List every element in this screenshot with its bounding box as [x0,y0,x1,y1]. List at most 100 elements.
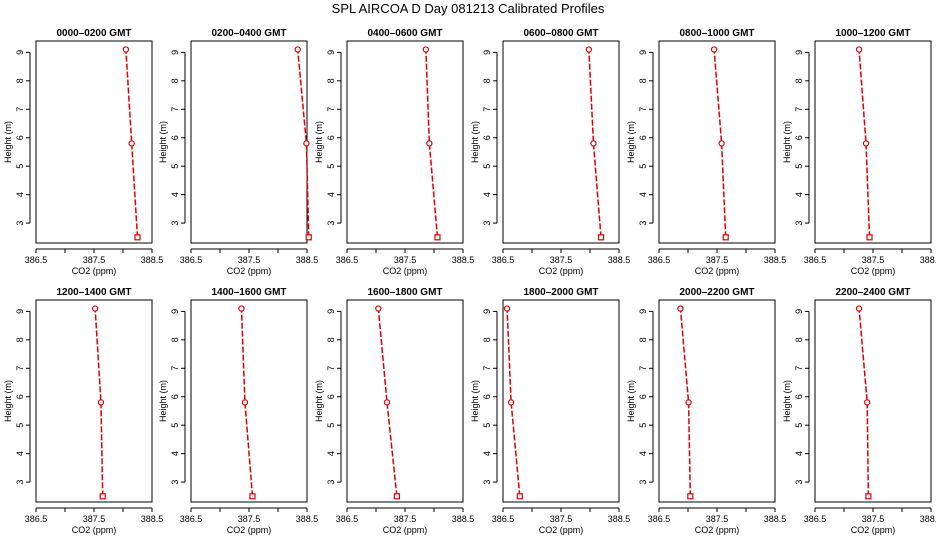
y-tick-label: 4 [326,192,336,197]
profile-panel: 0000–0200 GMT 386.5 387.5 388.5 CO2 (ppm) 3 4 5… [3,28,163,276]
data-point-square [866,234,873,241]
y-tick-label: 5 [326,423,336,428]
profile-line [125,49,139,238]
x-tick-label: 388.5 [920,255,936,265]
y-tick-label: 4 [482,451,492,456]
plot-frame [190,40,308,244]
y-axis-label: Height (m) [158,380,168,422]
data-point-circle [294,46,301,53]
y-tick-label: 5 [15,164,25,169]
panel-title: 1200–1400 GMT [56,287,131,298]
x-axis-label: CO2 (ppm) [695,525,740,535]
data-point-circle [855,305,863,312]
profile-panel: 1600–1800 GMT 386.5 387.5 388.5 CO2 (ppm) 3 4 5… [314,287,474,535]
x-axis-label: CO2 (ppm) [695,266,740,276]
y-tick-label: 6 [15,394,25,399]
x-tick-label: 387.5 [862,514,885,524]
y-tick-label: 5 [170,423,180,428]
x-tick-label: 386.5 [336,514,359,524]
data-point-square [393,493,400,500]
y-tick-label: 7 [794,366,804,371]
y-tick-label: 7 [15,107,25,112]
data-point-circle [422,46,430,53]
x-tick-label: 386.5 [180,255,203,265]
y-tick-label: 5 [170,164,180,169]
y-tick-label: 5 [794,423,804,428]
y-tick-label: 9 [482,309,492,314]
data-point-circle [590,140,597,147]
y-tick-label: 5 [482,423,492,428]
y-axis-label: Height (m) [626,121,636,163]
y-tick-label: 4 [15,192,25,197]
x-tick-label: 388.5 [452,255,475,265]
y-tick-label: 4 [638,451,648,456]
data-point-circle [855,46,863,53]
x-tick-label: 386.5 [25,514,48,524]
data-point-square [865,493,872,500]
x-tick-label: 388.5 [141,514,164,524]
y-axis-label: Height (m) [470,121,480,163]
y-tick-label: 3 [326,221,336,226]
y-tick-label: 3 [170,480,180,485]
y-tick-label: 3 [638,221,648,226]
profile-line [425,49,439,238]
y-tick-label: 4 [170,192,180,197]
panel-title: 1400–1600 GMT [211,287,286,298]
data-point-circle [507,399,515,406]
data-point-square [305,234,312,241]
data-point-circle [241,399,249,406]
y-tick-label: 6 [794,394,804,399]
y-axis-label: Height (m) [3,380,13,422]
plot-frame [346,40,464,244]
data-point-square [597,234,605,241]
y-tick-label: 5 [638,164,648,169]
plot-frame [658,40,776,244]
y-tick-label: 5 [15,423,25,428]
x-tick-label: 387.5 [238,255,261,265]
profile-panel: 1400–1600 GMT 386.5 387.5 388.5 CO2 (ppm) 3 4 5… [158,287,318,535]
x-axis-label: CO2 (ppm) [851,266,896,276]
y-tick-label: 3 [794,480,804,485]
profile-panel: 0200–0400 GMT 386.5 387.5 388.5 CO2 (ppm) 3 4 5… [158,28,318,276]
y-tick-label: 6 [482,135,492,140]
x-axis-label: CO2 (ppm) [72,266,117,276]
data-point-circle [585,46,593,53]
panel-title: 0000–0200 GMT [56,28,131,39]
profile-panel: 1200–1400 GMT 386.5 387.5 388.5 CO2 (ppm) 3 4 5… [3,287,163,535]
y-tick-label: 9 [638,50,648,55]
data-point-circle [383,399,391,406]
y-tick-label: 6 [638,135,648,140]
y-tick-label: 3 [15,480,25,485]
profile-line [240,308,254,497]
x-tick-label: 387.5 [706,255,729,265]
data-point-circle [710,46,718,53]
x-axis-label: CO2 (ppm) [227,266,272,276]
data-point-circle [128,140,135,147]
y-tick-label: 8 [482,78,492,83]
y-tick-label: 4 [638,192,648,197]
x-tick-label: 386.5 [804,514,827,524]
y-tick-label: 9 [794,50,804,55]
x-tick-label: 386.5 [648,255,671,265]
x-tick-label: 386.5 [25,255,48,265]
plot-frame [658,299,776,503]
y-tick-label: 7 [170,107,180,112]
panel-title: 1600–1800 GMT [367,287,442,298]
y-tick-label: 8 [482,337,492,342]
y-tick-label: 5 [326,164,336,169]
plot-frame [502,40,620,244]
y-axis-label: Height (m) [626,380,636,422]
y-tick-label: 9 [326,309,336,314]
y-tick-label: 3 [482,221,492,226]
y-tick-label: 4 [482,192,492,197]
profile-panel: 2000–2200 GMT 386.5 387.5 388.5 CO2 (ppm) 3 4 5… [626,287,786,535]
data-point-circle [91,305,99,312]
y-tick-label: 4 [15,451,25,456]
y-tick-label: 7 [794,107,804,112]
plot-frame [190,299,308,503]
x-tick-label: 387.5 [83,255,106,265]
x-tick-label: 387.5 [83,514,106,524]
y-tick-label: 9 [638,309,648,314]
plot-frame [814,299,932,503]
